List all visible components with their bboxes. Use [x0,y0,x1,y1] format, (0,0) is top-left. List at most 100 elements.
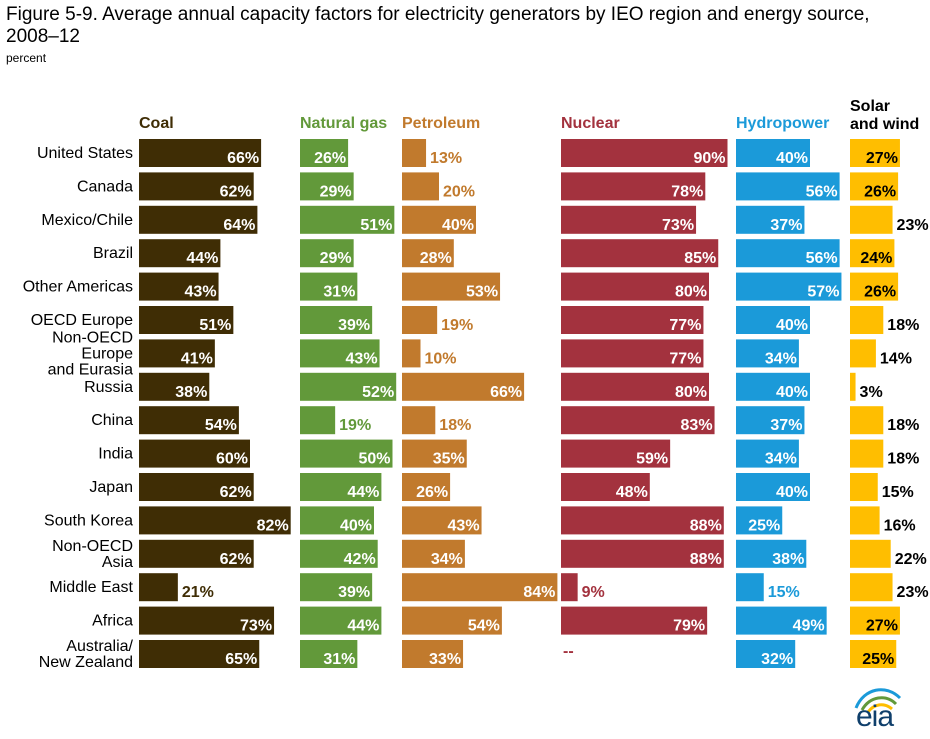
bar-petroleum-brazil [402,239,454,268]
bar-label-hydropower-china: 37% [770,417,802,434]
bar-label-natural-gas-mexico-chile: 51% [360,217,392,234]
bar-label-petroleum-australia-new-zealand: 33% [429,651,461,668]
eia-logo-icon [854,688,902,713]
bar-solar-and-wind-united-states [850,139,900,167]
bar-hydropower-japan [736,473,810,501]
bar-label-hydropower-non-oecd-asia: 38% [772,551,804,568]
bar-nuclear-india [561,439,671,468]
series-header-natural-gas: Natural gas [300,115,387,132]
bar-label-hydropower-middle-east: 15% [768,584,800,601]
bar-coal-brazil [139,239,221,268]
bar-nuclear-non-oecd-europe-and-eurasia [561,339,704,368]
bar-label-coal-brazil: 44% [186,250,218,267]
category-label-brazil: Brazil [93,245,133,262]
bar-label-natural-gas-australia-new-zealand: 31% [323,651,355,668]
bar-label-hydropower-russia: 40% [776,384,808,401]
bar-petroleum-canada [402,172,439,201]
bar-hydropower-oecd-europe [736,306,810,334]
bar-natural-gas-non-oecd-asia [300,539,378,568]
bar-label-natural-gas-japan: 44% [347,484,379,501]
bar-label-hydropower-australia-new-zealand: 32% [761,651,793,668]
bar-petroleum-japan [402,473,451,501]
bar-natural-gas-other-americas [300,272,358,301]
bar-solar-and-wind-australia-new-zealand [850,640,897,668]
series-header-nuclear: Nuclear [561,115,620,132]
category-label-russia: Russia [84,379,133,396]
bar-petroleum-australia-new-zealand [402,640,464,668]
bar-label-solar-and-wind-other-americas: 26% [864,284,896,301]
bar-label-hydropower-other-americas: 57% [807,284,839,301]
bar-label-solar-and-wind-japan: 15% [882,484,914,501]
bar-natural-gas-united-states [300,139,349,167]
bar-solar-and-wind-south-korea [850,506,880,535]
bar-petroleum-non-oecd-europe-and-eurasia [402,339,421,368]
bar-coal-russia [139,372,210,401]
bar-petroleum-china [402,406,436,435]
category-label-oecd-europe: OECD Europe [31,312,133,329]
category-label-mexico-chile: Mexico/Chile [41,212,133,229]
bar-coal-other-americas [139,272,219,301]
bar-label-coal-china: 54% [205,417,237,434]
bar-petroleum-india [402,439,467,468]
bar-hydropower-south-korea [736,506,783,535]
bar-hydropower-canada [736,172,840,201]
bar-solar-and-wind-mexico-chile [850,205,893,234]
bar-coal-india [139,439,250,468]
bar-petroleum-south-korea [402,506,482,535]
bar-label-natural-gas-oecd-europe: 39% [338,317,370,334]
bar-label-nuclear-africa: 79% [673,618,705,635]
bar-hydropower-australia-new-zealand [736,640,796,668]
series-header-solar-and-wind: Solar and wind [850,98,919,133]
bar-solar-and-wind-canada [850,172,899,201]
chart-unit-label: percent [6,51,47,65]
bar-label-petroleum-united-states: 13% [430,150,462,167]
bar-solar-and-wind-oecd-europe [850,306,884,334]
bar-label-petroleum-africa: 54% [468,618,500,635]
bar-label-natural-gas-other-americas: 31% [323,284,355,301]
bar-label-coal-south-korea: 82% [257,517,289,534]
bar-natural-gas-australia-new-zealand [300,640,358,668]
bar-petroleum-middle-east [402,573,558,602]
category-label-south-korea: South Korea [44,512,133,529]
bar-nuclear-japan [561,473,650,501]
category-label-non-oecd-asia: Non-OECD Asia [52,538,133,571]
bar-label-petroleum-non-oecd-asia: 34% [431,551,463,568]
bar-label-hydropower-canada: 56% [806,183,838,200]
bar-label-solar-and-wind-brazil: 24% [860,250,892,267]
series-header-coal: Coal [139,115,174,132]
bar-label-natural-gas-africa: 44% [347,618,379,635]
bar-natural-gas-oecd-europe [300,306,373,334]
bar-label-nuclear-non-oecd-asia: 88% [690,551,722,568]
category-label-japan: Japan [89,479,133,496]
bar-label-nuclear-japan: 48% [616,484,648,501]
bar-label-hydropower-south-korea: 25% [748,517,780,534]
bar-natural-gas-japan [300,473,382,501]
bar-hydropower-india [736,439,799,468]
bar-solar-and-wind-china [850,406,884,435]
bar-hydropower-brazil [736,239,840,268]
bar-coal-south-korea [139,506,291,535]
bar-label-natural-gas-middle-east: 39% [338,584,370,601]
bar-solar-and-wind-india [850,439,884,468]
bar-nuclear-africa [561,606,708,635]
bar-label-natural-gas-non-oecd-asia: 42% [344,551,376,568]
bar-label-solar-and-wind-mexico-chile: 23% [897,217,929,234]
category-label-united-states: United States [37,145,133,162]
bar-label-solar-and-wind-middle-east: 23% [897,584,929,601]
bar-nuclear-united-states [561,139,728,167]
bar-coal-australia-new-zealand [139,640,260,668]
bar-coal-middle-east [139,573,178,602]
bar-petroleum-other-americas [402,272,501,301]
bar-label-hydropower-oecd-europe: 40% [776,317,808,334]
bar-nuclear-middle-east [561,573,578,602]
bar-label-petroleum-south-korea: 43% [448,517,480,534]
bar-label-hydropower-japan: 40% [776,484,808,501]
bar-coal-united-states [139,139,262,167]
bar-solar-and-wind-other-americas [850,272,899,301]
bar-petroleum-united-states [402,139,427,167]
bar-nuclear-other-americas [561,272,709,301]
bar-label-solar-and-wind-south-korea: 16% [884,517,916,534]
bar-hydropower-united-states [736,139,810,167]
bar-natural-gas-non-oecd-europe-and-eurasia [300,339,380,368]
